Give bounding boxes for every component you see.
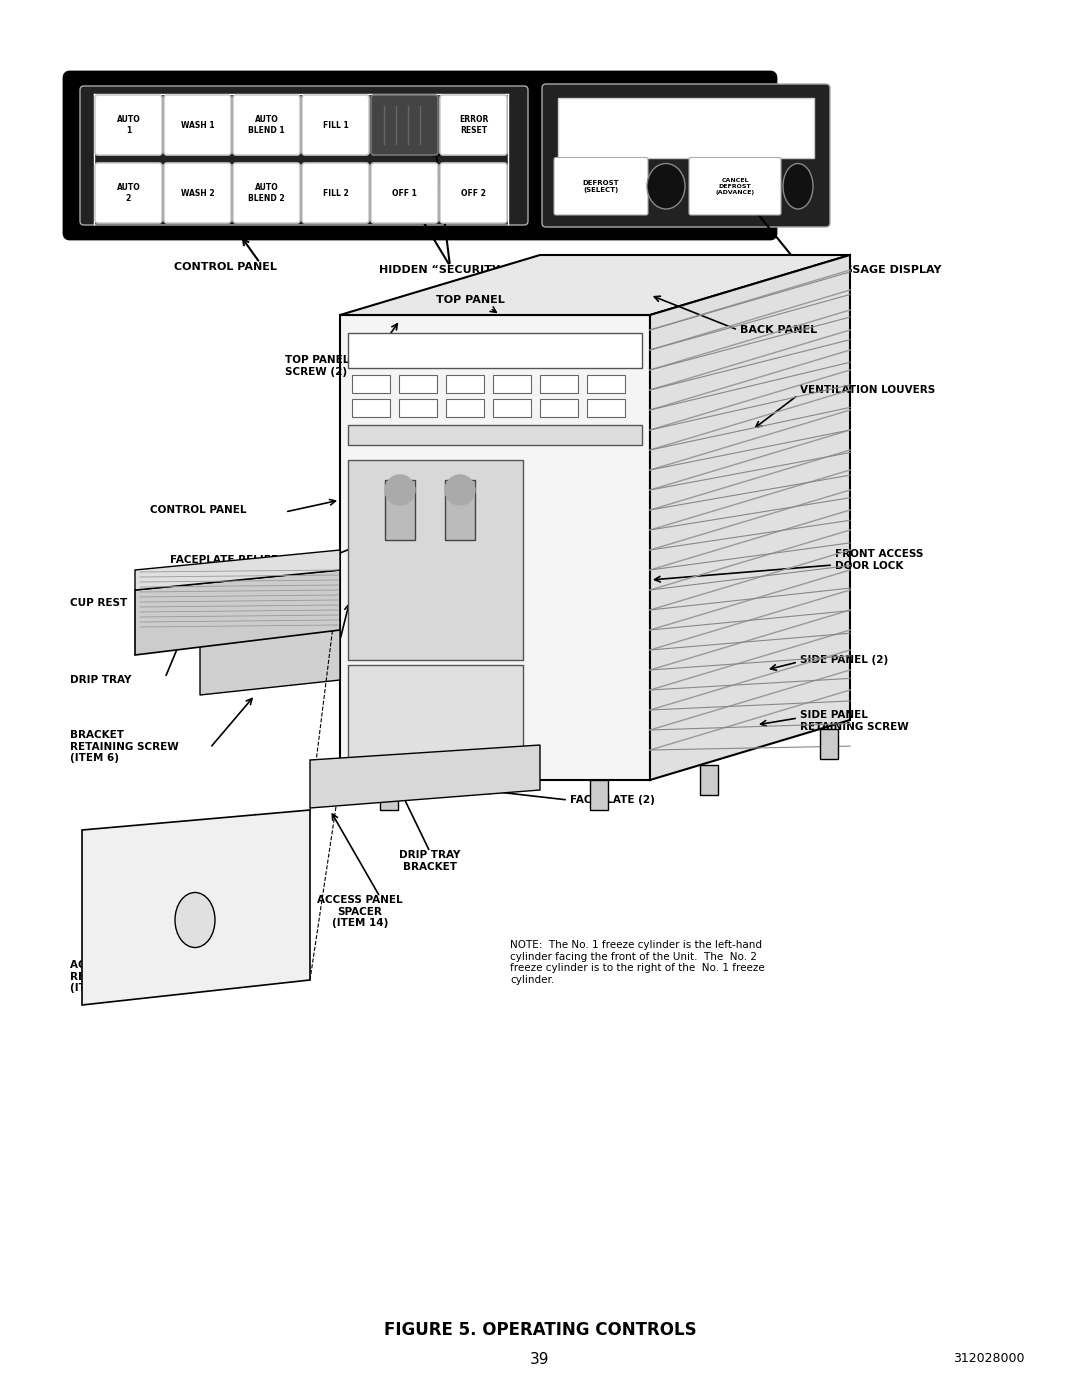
Bar xyxy=(540,374,578,393)
FancyBboxPatch shape xyxy=(440,95,507,155)
Bar xyxy=(348,425,642,446)
Text: DRIP TRAY: DRIP TRAY xyxy=(70,675,132,685)
Text: FIGURE 5. OPERATING CONTROLS: FIGURE 5. OPERATING CONTROLS xyxy=(383,1322,697,1338)
Bar xyxy=(446,374,484,393)
Text: LOWER FRONT
ACCESS PANEL: LOWER FRONT ACCESS PANEL xyxy=(187,965,273,986)
Text: AUTO
2: AUTO 2 xyxy=(117,183,140,203)
Bar xyxy=(492,400,531,416)
FancyBboxPatch shape xyxy=(302,163,369,224)
Polygon shape xyxy=(82,810,310,1004)
FancyBboxPatch shape xyxy=(542,84,831,226)
Bar xyxy=(820,729,838,759)
Text: FRONT ACCESS
DOOR LOCK: FRONT ACCESS DOOR LOCK xyxy=(835,549,923,571)
Text: CONTROL PANEL: CONTROL PANEL xyxy=(174,263,276,272)
Text: FACEPLATE (2): FACEPLATE (2) xyxy=(570,795,654,805)
Bar xyxy=(588,400,625,416)
Text: FAULT MESSAGE DISPLAY: FAULT MESSAGE DISPLAY xyxy=(786,265,942,275)
FancyBboxPatch shape xyxy=(164,95,231,155)
Text: FILL 2: FILL 2 xyxy=(323,189,349,197)
Bar xyxy=(700,766,718,795)
Text: ACCESS PANEL
RETAINING SCREW
(ITEM 16): ACCESS PANEL RETAINING SCREW (ITEM 16) xyxy=(70,960,179,993)
Text: OFF 1: OFF 1 xyxy=(392,189,417,197)
Bar xyxy=(399,400,437,416)
Text: TOP PANEL RETAINING
SCREW (2): TOP PANEL RETAINING SCREW (2) xyxy=(285,355,417,377)
FancyBboxPatch shape xyxy=(233,95,300,155)
Bar xyxy=(590,780,608,810)
FancyBboxPatch shape xyxy=(80,87,528,225)
Text: CUP REST: CUP REST xyxy=(70,598,127,608)
Bar xyxy=(348,332,642,367)
Text: WASH 1: WASH 1 xyxy=(180,120,214,130)
Circle shape xyxy=(384,475,415,504)
Text: OFF 2: OFF 2 xyxy=(461,189,486,197)
Text: FACEPLATE RELIEF
VALVE (4): FACEPLATE RELIEF VALVE (4) xyxy=(170,555,278,577)
FancyBboxPatch shape xyxy=(372,95,438,155)
Bar xyxy=(540,400,578,416)
Bar xyxy=(558,98,814,158)
Text: AUTO
BLEND 2: AUTO BLEND 2 xyxy=(248,183,285,203)
Text: SIDE PANEL
RETAINING SCREW: SIDE PANEL RETAINING SCREW xyxy=(800,710,908,732)
Polygon shape xyxy=(200,630,340,694)
Text: WASH 2: WASH 2 xyxy=(180,189,214,197)
Bar xyxy=(384,481,415,541)
Text: VENTILATION LOUVERS: VENTILATION LOUVERS xyxy=(800,386,935,395)
Bar xyxy=(348,460,523,659)
Text: 39: 39 xyxy=(530,1352,550,1368)
Bar xyxy=(446,400,484,416)
Bar xyxy=(492,374,531,393)
Bar xyxy=(445,481,475,541)
Ellipse shape xyxy=(175,893,215,947)
Text: NOTE:  The No. 1 freeze cylinder is the left-hand
cylinder facing the front of t: NOTE: The No. 1 freeze cylinder is the l… xyxy=(510,940,765,985)
Text: AUTO
1: AUTO 1 xyxy=(117,116,140,134)
Ellipse shape xyxy=(647,163,685,210)
Polygon shape xyxy=(650,256,850,780)
Bar xyxy=(399,374,437,393)
FancyBboxPatch shape xyxy=(95,95,162,155)
Text: CANCEL
DEFROST
(ADVANCE): CANCEL DEFROST (ADVANCE) xyxy=(715,177,755,194)
Text: HIDDEN “SECURITY SWITCH”: HIDDEN “SECURITY SWITCH” xyxy=(379,265,561,275)
Text: DEFROST
(SELECT): DEFROST (SELECT) xyxy=(583,180,619,193)
Text: SIDE PANEL (2): SIDE PANEL (2) xyxy=(800,655,888,665)
FancyBboxPatch shape xyxy=(689,158,781,215)
Text: BRACKET
RETAINING SCREW
(ITEM 6): BRACKET RETAINING SCREW (ITEM 6) xyxy=(70,731,179,763)
Bar xyxy=(352,374,390,393)
Polygon shape xyxy=(340,256,850,314)
FancyBboxPatch shape xyxy=(95,163,162,224)
Text: ACCESS PANEL
SPACER
(ITEM 14): ACCESS PANEL SPACER (ITEM 14) xyxy=(318,895,403,928)
FancyBboxPatch shape xyxy=(164,163,231,224)
Ellipse shape xyxy=(783,163,813,210)
Text: TOP PANEL: TOP PANEL xyxy=(435,295,504,305)
FancyBboxPatch shape xyxy=(440,163,507,224)
FancyBboxPatch shape xyxy=(302,95,369,155)
FancyBboxPatch shape xyxy=(372,163,438,224)
Polygon shape xyxy=(310,745,540,807)
Text: 312028000: 312028000 xyxy=(954,1351,1025,1365)
Bar xyxy=(588,374,625,393)
Text: DRIP TRAY
BRACKET: DRIP TRAY BRACKET xyxy=(400,849,461,872)
FancyBboxPatch shape xyxy=(554,158,648,215)
Text: DISPENSING VALVE (2): DISPENSING VALVE (2) xyxy=(158,636,289,645)
Text: AUTO
BLEND 1: AUTO BLEND 1 xyxy=(248,116,285,134)
Circle shape xyxy=(445,475,475,504)
Text: ERROR
RESET: ERROR RESET xyxy=(459,116,488,134)
Text: BACK PANEL: BACK PANEL xyxy=(740,326,818,335)
Polygon shape xyxy=(340,314,650,780)
Text: CONTROL PANEL: CONTROL PANEL xyxy=(150,504,246,515)
Bar xyxy=(352,400,390,416)
Bar xyxy=(380,780,399,810)
Bar xyxy=(348,665,523,770)
Polygon shape xyxy=(135,570,340,655)
Polygon shape xyxy=(135,550,340,590)
FancyBboxPatch shape xyxy=(233,163,300,224)
FancyBboxPatch shape xyxy=(64,73,777,239)
Text: FILL 1: FILL 1 xyxy=(323,120,349,130)
